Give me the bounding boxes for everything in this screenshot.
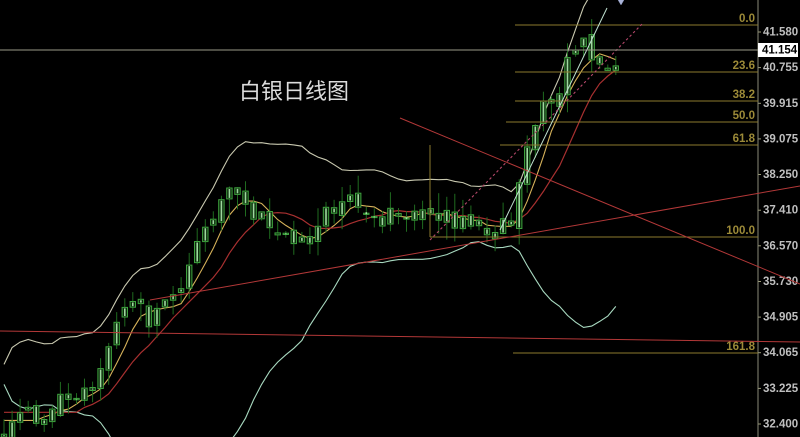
svg-text:100.0: 100.0 — [726, 225, 755, 237]
svg-text:34.905: 34.905 — [763, 312, 799, 324]
svg-text:38.2: 38.2 — [733, 89, 755, 101]
svg-text:40.755: 40.755 — [763, 62, 799, 74]
svg-text:23.6: 23.6 — [733, 60, 755, 72]
svg-text:41.154: 41.154 — [762, 45, 798, 57]
svg-text:36.570: 36.570 — [763, 240, 798, 252]
svg-text:50.0: 50.0 — [733, 110, 755, 122]
svg-text:39.915: 39.915 — [763, 98, 799, 110]
svg-text:161.8: 161.8 — [726, 341, 755, 353]
svg-text:32.400: 32.400 — [763, 419, 798, 431]
svg-text:61.8: 61.8 — [733, 133, 756, 145]
svg-text:37.410: 37.410 — [763, 205, 798, 217]
svg-text:0.0: 0.0 — [739, 13, 755, 25]
svg-text:38.250: 38.250 — [763, 169, 798, 181]
svg-text:41.580: 41.580 — [763, 27, 798, 39]
svg-text:白银日线图: 白银日线图 — [239, 79, 349, 104]
svg-text:39.075: 39.075 — [763, 133, 799, 145]
svg-text:33.225: 33.225 — [763, 383, 799, 395]
svg-text:35.730: 35.730 — [763, 276, 798, 288]
svg-text:34.065: 34.065 — [763, 347, 799, 359]
